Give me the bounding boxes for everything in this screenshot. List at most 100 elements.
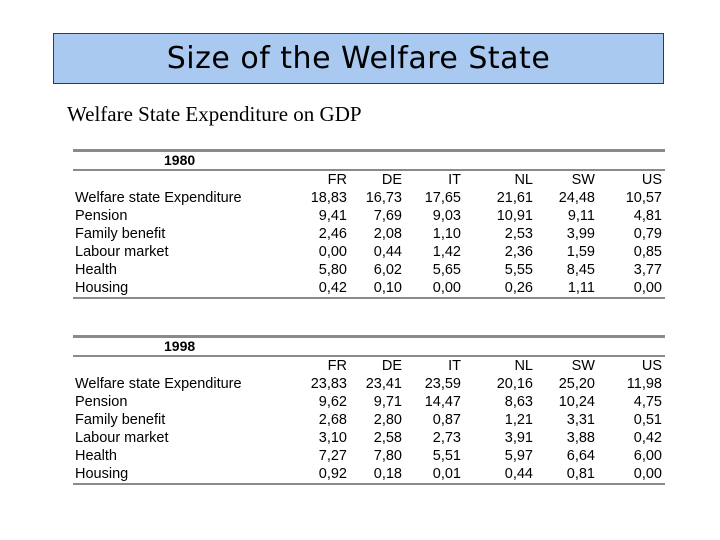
table-cell: 3,10 xyxy=(318,430,347,446)
col-header-it: IT xyxy=(448,358,461,374)
table-cell: 0,26 xyxy=(504,280,533,296)
table-cell: 17,65 xyxy=(424,190,461,206)
table-cell: 0,79 xyxy=(633,226,662,242)
col-header-nl: NL xyxy=(514,172,533,188)
table-cell: 0,00 xyxy=(432,280,461,296)
table-cell: 1,59 xyxy=(566,244,595,260)
col-header-de: DE xyxy=(381,172,402,188)
col-header-fr: FR xyxy=(327,358,347,374)
table-row: Welfare state Expenditure 23,83 23,41 23,59… xyxy=(73,375,665,393)
table-cell: 14,47 xyxy=(424,394,461,410)
table-cell: 8,45 xyxy=(566,262,595,278)
col-header-de: DE xyxy=(381,358,402,374)
table-cell: 2,46 xyxy=(318,226,347,242)
table-cell: 5,51 xyxy=(432,448,461,464)
table-year: 1980 xyxy=(164,152,196,168)
table-cell: 1,21 xyxy=(504,412,533,428)
table-cell: 6,00 xyxy=(633,448,662,464)
table-cell: 20,16 xyxy=(496,376,533,392)
table-cell: 0,00 xyxy=(633,466,662,482)
table-row: Family benefit 2,68 2,80 0,87 1,21 3,31 0,51 xyxy=(73,411,665,429)
row-label: Welfare state Expenditure xyxy=(75,376,242,392)
table-cell: 5,65 xyxy=(432,262,461,278)
table-row: Health 5,80 6,02 5,65 5,55 8,45 3,77 xyxy=(73,261,665,279)
table-cell: 7,80 xyxy=(373,448,402,464)
table-cell: 0,44 xyxy=(504,466,533,482)
table-cell: 0,92 xyxy=(318,466,347,482)
table-year-row: 1998 xyxy=(73,338,665,357)
table-cell: 16,73 xyxy=(365,190,402,206)
table-cell: 1,10 xyxy=(432,226,461,242)
table-row: Labour market 3,10 2,58 2,73 3,91 3,88 0,42 xyxy=(73,429,665,447)
expenditure-table-1980: 1980 FR DE IT NL SW US Welfare state Exp… xyxy=(73,149,665,299)
table-cell: 23,59 xyxy=(424,376,461,392)
col-header-nl: NL xyxy=(514,358,533,374)
row-label: Health xyxy=(75,448,117,464)
col-header-sw: SW xyxy=(571,172,595,188)
row-label: Family benefit xyxy=(75,226,166,242)
row-label: Labour market xyxy=(75,430,169,446)
row-label: Housing xyxy=(75,280,129,296)
slide-title: Size of the Welfare State xyxy=(53,33,664,84)
table-cell: 5,55 xyxy=(504,262,533,278)
table-row: Labour market 0,00 0,44 1,42 2,36 1,59 0,85 xyxy=(73,243,665,261)
table-header-row: FR DE IT NL SW US xyxy=(73,171,665,189)
table-row: Welfare state Expenditure 18,83 16,73 17,65… xyxy=(73,189,665,207)
table-cell: 9,03 xyxy=(432,208,461,224)
table-cell: 5,80 xyxy=(318,262,347,278)
table-cell: 8,63 xyxy=(504,394,533,410)
table-cell: 4,75 xyxy=(633,394,662,410)
table-cell: 2,53 xyxy=(504,226,533,242)
table-cell: 24,48 xyxy=(558,190,595,206)
table-cell: 9,41 xyxy=(318,208,347,224)
col-header-it: IT xyxy=(448,172,461,188)
table-row: Housing 0,92 0,18 0,01 0,44 0,81 0,00 xyxy=(73,465,665,483)
table-cell: 3,31 xyxy=(566,412,595,428)
table-cell: 3,91 xyxy=(504,430,533,446)
table-cell: 6,02 xyxy=(373,262,402,278)
table-cell: 10,91 xyxy=(496,208,533,224)
table-cell: 2,58 xyxy=(373,430,402,446)
table-cell: 0,42 xyxy=(318,280,347,296)
table-cell: 25,20 xyxy=(558,376,595,392)
table-row: Family benefit 2,46 2,08 1,10 2,53 3,99 0,79 xyxy=(73,225,665,243)
table-row: Housing 0,42 0,10 0,00 0,26 1,11 0,00 xyxy=(73,279,665,297)
table-cell: 18,83 xyxy=(310,190,347,206)
table-cell: 2,80 xyxy=(373,412,402,428)
table-cell: 2,08 xyxy=(373,226,402,242)
table-cell: 7,27 xyxy=(318,448,347,464)
slide-subtitle: Welfare State Expenditure on GDP xyxy=(67,102,362,126)
table-header-row: FR DE IT NL SW US xyxy=(73,357,665,375)
table-cell: 3,99 xyxy=(566,226,595,242)
table-row: Health 7,27 7,80 5,51 5,97 6,64 6,00 xyxy=(73,447,665,465)
row-label: Labour market xyxy=(75,244,169,260)
table-cell: 0,81 xyxy=(566,466,595,482)
table-cell: 2,73 xyxy=(432,430,461,446)
table-cell: 0,44 xyxy=(373,244,402,260)
table-cell: 23,41 xyxy=(365,376,402,392)
table-cell: 1,42 xyxy=(432,244,461,260)
table-cell: 0,51 xyxy=(633,412,662,428)
table-cell: 0,85 xyxy=(633,244,662,260)
table-cell: 3,88 xyxy=(566,430,595,446)
row-label: Health xyxy=(75,262,117,278)
table-row: Pension 9,62 9,71 14,47 8,63 10,24 4,75 xyxy=(73,393,665,411)
table-cell: 9,62 xyxy=(318,394,347,410)
row-label: Welfare state Expenditure xyxy=(75,190,242,206)
table-cell: 10,24 xyxy=(558,394,595,410)
row-label: Pension xyxy=(75,208,128,224)
table-cell: 0,87 xyxy=(432,412,461,428)
table-cell: 3,77 xyxy=(633,262,662,278)
table-cell: 9,71 xyxy=(373,394,402,410)
table-cell: 21,61 xyxy=(496,190,533,206)
row-label: Family benefit xyxy=(75,412,166,428)
row-label: Pension xyxy=(75,394,128,410)
table-row: Pension 9,41 7,69 9,03 10,91 9,11 4,81 xyxy=(73,207,665,225)
table-cell: 0,01 xyxy=(432,466,461,482)
col-header-sw: SW xyxy=(571,358,595,374)
col-header-fr: FR xyxy=(327,172,347,188)
table-cell: 11,98 xyxy=(626,376,662,392)
table-cell: 7,69 xyxy=(373,208,402,224)
table-year-row: 1980 xyxy=(73,152,665,171)
table-cell: 9,11 xyxy=(567,208,595,224)
